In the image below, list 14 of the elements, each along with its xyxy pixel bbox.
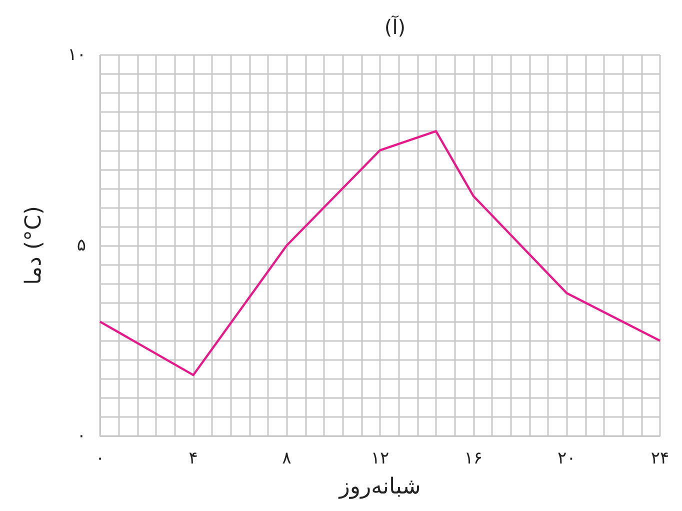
line-series	[98, 130, 662, 376]
y-tick-label: ۰	[76, 426, 86, 446]
y-axis-title: دما (°C)	[22, 206, 46, 285]
x-tick-label: ۲۴	[650, 448, 670, 468]
y-tick-label: ۵	[76, 236, 86, 256]
x-tick-label: ۲۰	[558, 448, 576, 468]
x-tick-label: ۱۶	[464, 448, 482, 468]
x-tick-label: ۴	[188, 448, 198, 468]
y-tick-label: ۱۰	[68, 45, 86, 65]
x-tick-label: ۸	[282, 448, 292, 468]
x-axis-title: شبانه‌روز	[338, 474, 421, 500]
x-tick-label: ۱۲	[370, 448, 390, 468]
chart-title: (آ)	[384, 15, 406, 39]
x-tick-label: ۰	[95, 448, 105, 468]
